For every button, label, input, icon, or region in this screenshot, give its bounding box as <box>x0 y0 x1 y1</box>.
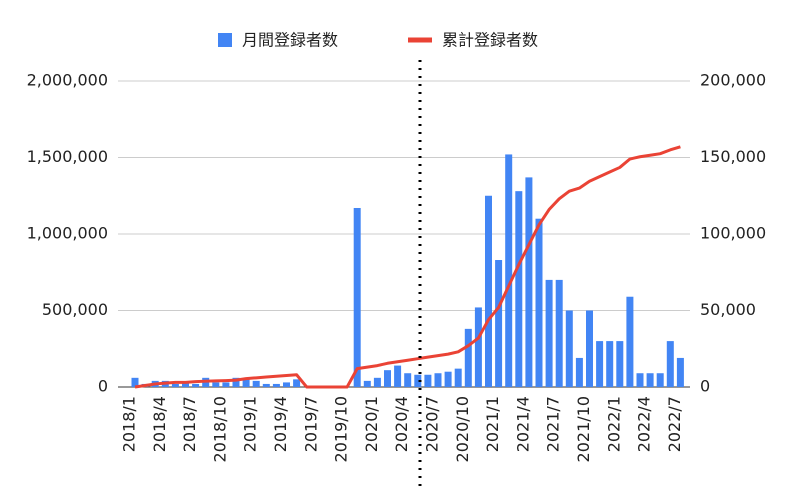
bar <box>373 377 381 387</box>
bar <box>636 373 644 387</box>
bar <box>252 380 260 387</box>
bar <box>222 382 230 387</box>
y-tick-label: 1,000,000 <box>27 224 108 243</box>
bar <box>575 357 583 387</box>
legend-label: 月間登録者数 <box>242 31 338 50</box>
bar <box>414 374 422 387</box>
bar <box>515 191 523 387</box>
bar <box>262 383 270 387</box>
line <box>134 145 681 389</box>
bar <box>404 373 412 387</box>
x-tick-label: 2022/4 <box>635 396 654 452</box>
x-tick-label: 2022/1 <box>604 396 623 452</box>
x-tick-label: 2019/7 <box>301 396 320 452</box>
bar <box>606 341 614 387</box>
x-tick-label: 2019/4 <box>271 396 290 452</box>
bar <box>434 373 442 387</box>
x-tick-label: 2018/4 <box>150 396 169 452</box>
x-tick-label: 2018/1 <box>120 396 139 452</box>
bar <box>232 377 240 387</box>
bar <box>293 379 301 387</box>
bar <box>676 357 684 387</box>
bar <box>353 207 361 387</box>
bar <box>474 307 482 387</box>
bar <box>535 218 543 387</box>
bar <box>242 379 250 387</box>
bar <box>192 383 200 387</box>
bar <box>545 279 553 387</box>
x-tick-label: 2021/7 <box>544 396 563 452</box>
bar <box>485 195 492 387</box>
y2-tick-label: 150,000 <box>700 147 766 166</box>
x-tick-label: 2020/7 <box>423 396 442 452</box>
bar <box>586 310 593 387</box>
y2-tick-label: 100,000 <box>700 224 766 243</box>
bar <box>666 341 674 387</box>
x-tick-label: 2020/1 <box>362 396 381 452</box>
bar <box>565 310 573 387</box>
x-tick-label: 2020/4 <box>392 396 411 452</box>
bar <box>495 260 503 387</box>
x-tick-label: 2020/10 <box>453 396 472 462</box>
bar <box>394 365 402 387</box>
x-tick-label: 2022/7 <box>665 396 684 452</box>
y-tick-label: 1,500,000 <box>27 147 108 166</box>
legend-label: 累計登録者数 <box>442 31 538 50</box>
legend-swatch <box>218 33 232 47</box>
grid <box>118 80 690 388</box>
x-tick-label: 2019/1 <box>241 396 260 452</box>
y-tick-label: 500,000 <box>42 300 108 319</box>
x-tick-label: 2018/10 <box>210 396 229 462</box>
x-tick-label: 2021/1 <box>483 396 502 452</box>
bar <box>212 382 220 387</box>
x-tick-label: 2018/7 <box>180 396 199 452</box>
bar <box>363 380 371 387</box>
bar <box>596 341 604 387</box>
bar <box>646 373 654 387</box>
bar <box>464 328 472 387</box>
bar <box>656 373 664 387</box>
y-tick-label: 2,000,000 <box>27 71 108 90</box>
bar <box>131 377 139 387</box>
y2-tick-label: 0 <box>700 377 710 396</box>
y-tick-label: 0 <box>98 377 108 396</box>
plot: 0 500,000 1,000,000 1,500,000 2,000,000 0 50,0… <box>27 31 767 463</box>
bar <box>505 154 513 387</box>
bar <box>182 382 189 387</box>
bar <box>283 382 290 387</box>
bar <box>454 368 462 387</box>
bar <box>171 383 179 387</box>
x-tick-label: 2021/4 <box>513 396 532 452</box>
bar <box>424 374 432 387</box>
bar <box>626 296 634 387</box>
bar <box>444 371 452 387</box>
bar <box>272 383 280 387</box>
bar <box>616 341 624 387</box>
y2-tick-label: 50,000 <box>700 300 756 319</box>
x-tick-label: 2021/10 <box>574 396 593 462</box>
bar <box>555 279 563 387</box>
bar <box>384 370 391 387</box>
bar <box>525 177 533 387</box>
y2-tick-label: 200,000 <box>700 71 766 90</box>
legend: 月間登録者数 累計登録者数 <box>218 31 538 50</box>
x-tick-label: 2019/10 <box>332 396 351 462</box>
